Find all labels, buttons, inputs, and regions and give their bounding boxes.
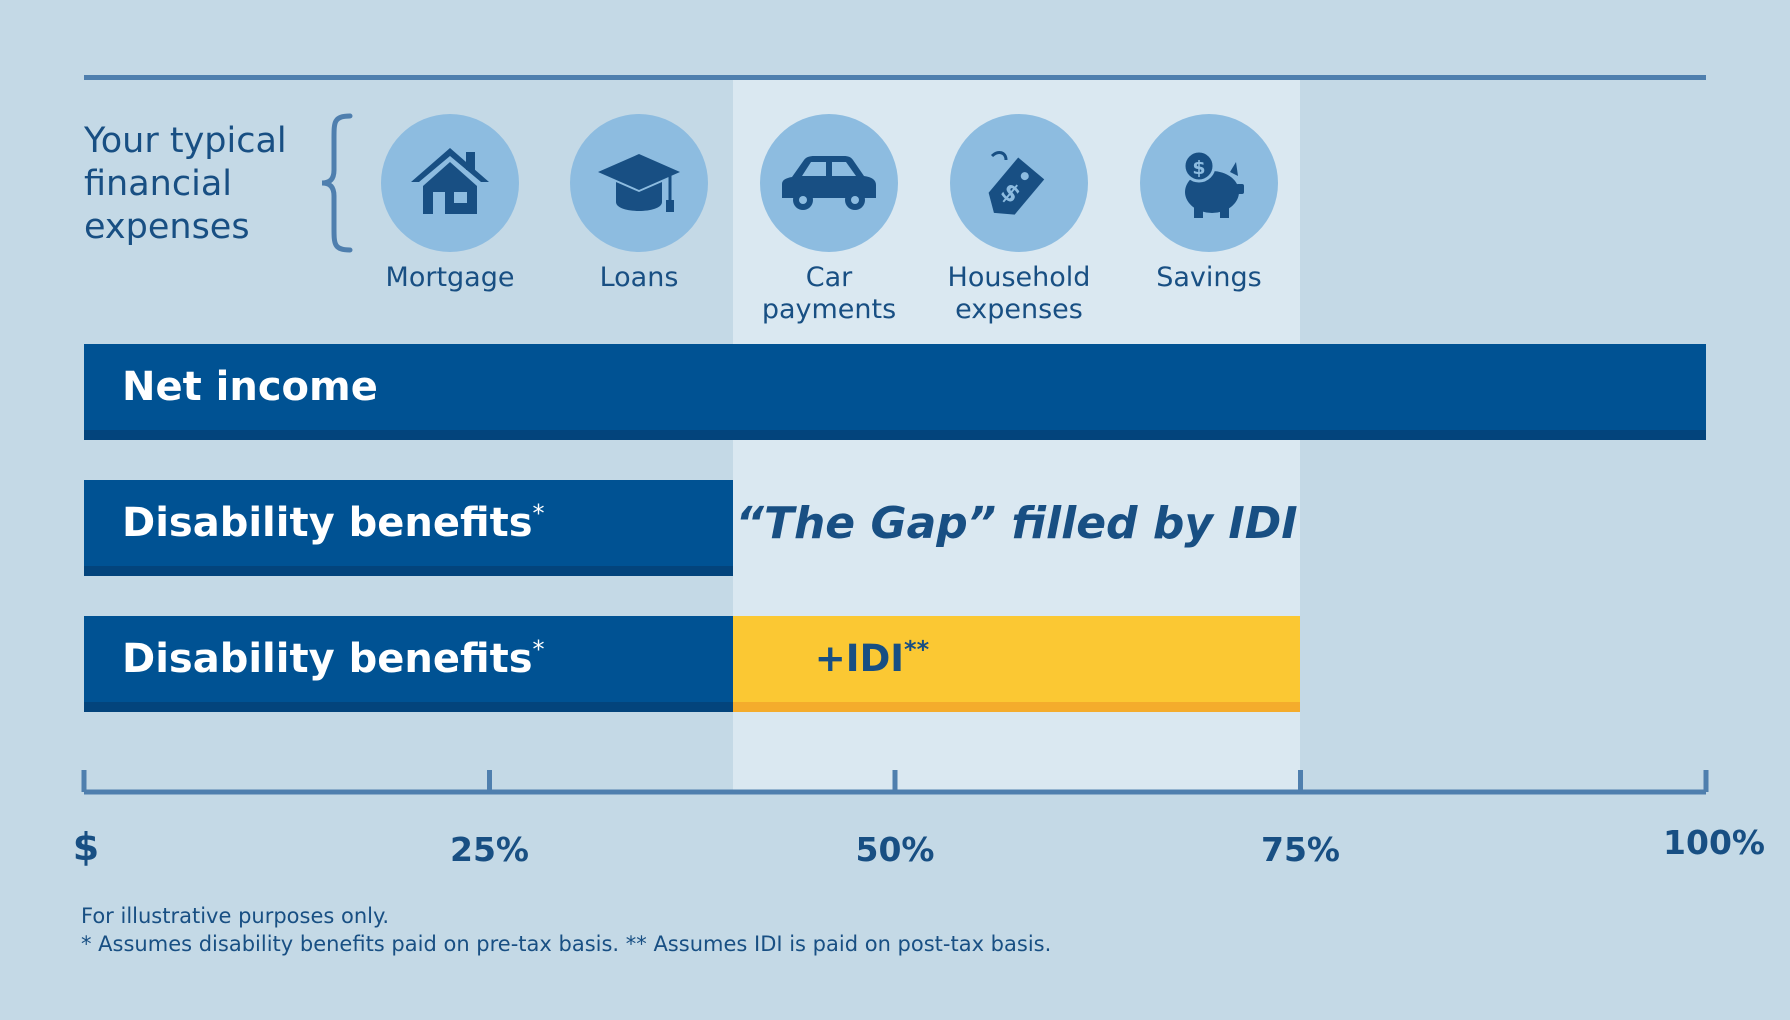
savings-label: Savings bbox=[1156, 262, 1262, 293]
car-icon bbox=[782, 156, 876, 210]
footnote-illustrative: For illustrative purposes only. bbox=[81, 904, 390, 928]
household-expenses-icon-circle: $ bbox=[950, 114, 1088, 252]
footnotes: For illustrative purposes only. * Assume… bbox=[81, 902, 1051, 958]
mortgage-icon-circle bbox=[381, 114, 519, 252]
x-axis-tick-label: 75% bbox=[1261, 830, 1340, 869]
x-axis-tick-label: 25% bbox=[450, 830, 529, 869]
x-axis-tick-label: 50% bbox=[855, 830, 935, 869]
disability-benefits-bar: Disability benefits* bbox=[84, 480, 733, 576]
house-icon bbox=[411, 148, 489, 214]
loans-icon-circle bbox=[570, 114, 708, 252]
curly-brace-icon bbox=[321, 113, 353, 253]
idi-label: +IDI** bbox=[814, 635, 930, 680]
savings-icon-circle: $ bbox=[1140, 114, 1278, 252]
footnote-assumptions: * Assumes disability benefits paid on pr… bbox=[81, 932, 1052, 956]
net-income-bar: Net income bbox=[84, 344, 1706, 440]
graduation-cap-icon bbox=[598, 154, 680, 212]
price-tag-icon: $ bbox=[988, 151, 1045, 215]
piggy-bank-icon: $ bbox=[1182, 149, 1244, 218]
disability-benefits-label-2: Disability benefits* bbox=[122, 635, 545, 682]
net-income-label: Net income bbox=[122, 364, 378, 410]
disability-benefits-with-idi-bar: Disability benefits* bbox=[84, 616, 733, 712]
gap-annotation: “The Gap” filled by IDI bbox=[735, 498, 1298, 549]
mortgage-label: Mortgage bbox=[385, 262, 515, 293]
svg-text:$: $ bbox=[1192, 157, 1205, 179]
top-divider-line bbox=[84, 75, 1706, 80]
car-payments-icon-circle bbox=[760, 114, 898, 252]
household-expenses-label: Household expenses bbox=[947, 262, 1091, 325]
loans-label: Loans bbox=[599, 262, 679, 293]
idi-bar: +IDI** bbox=[732, 616, 1301, 712]
x-axis-tick-label: 100% bbox=[1663, 823, 1765, 862]
expenses-title: Your typical financial expenses bbox=[84, 121, 287, 247]
car-payments-label: Car payments bbox=[761, 262, 897, 325]
x-axis-tick-label: $ bbox=[72, 825, 100, 869]
disability-benefits-label: Disability benefits* bbox=[122, 499, 545, 546]
